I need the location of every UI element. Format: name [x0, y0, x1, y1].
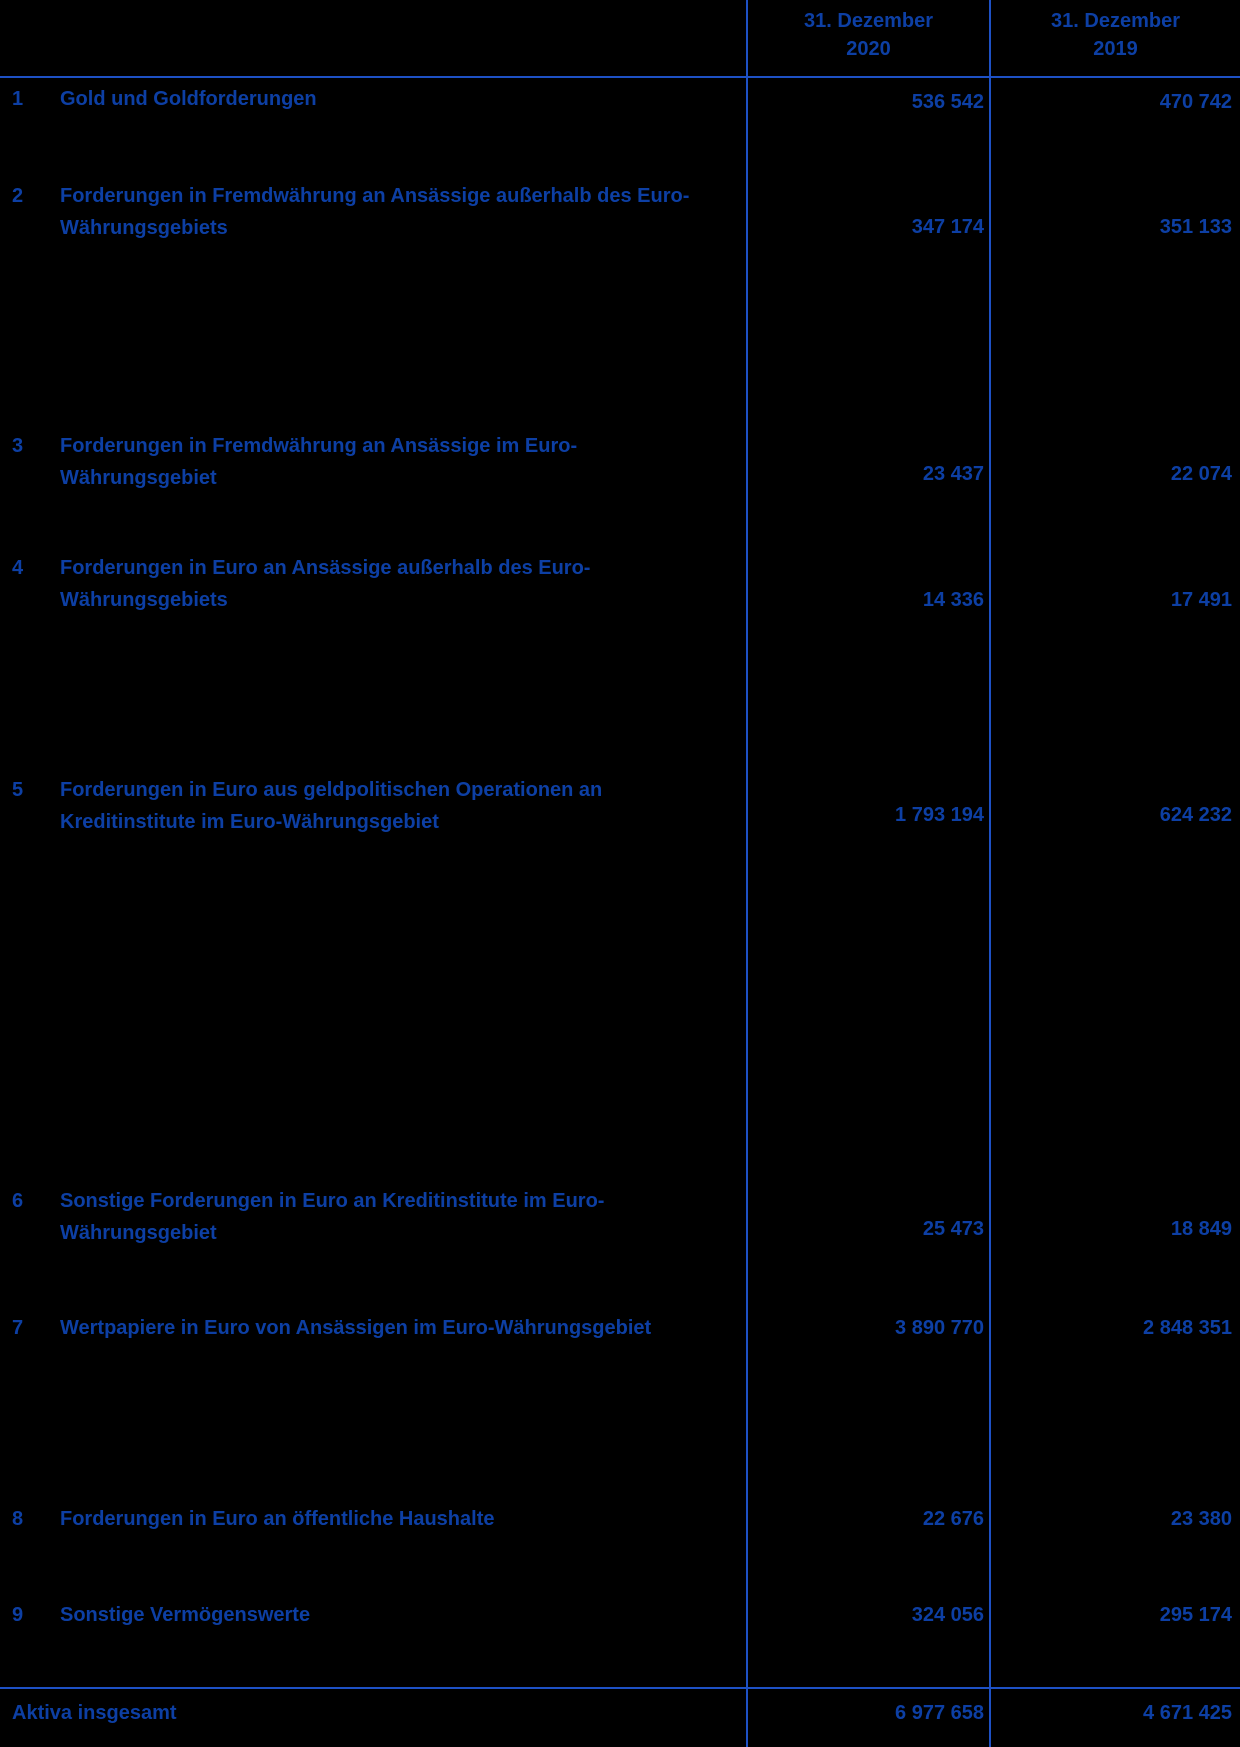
row-number: 9 [12, 1604, 24, 1626]
row-label: Forderungen in Euro an Ansässige außerha… [60, 557, 591, 611]
row-value-2019: 2 848 351 [1143, 1317, 1232, 1339]
row-label: Gold und Goldforderungen [60, 88, 317, 110]
row-number: 2 [12, 185, 24, 207]
row-label: Sonstige Forderungen in Euro an Kreditin… [60, 1190, 605, 1244]
row-value-2019: 17 491 [1170, 589, 1232, 611]
row-value-2019: 18 849 [1170, 1218, 1232, 1240]
row-value-2020: 324 056 [911, 1604, 984, 1626]
row-label: Wertpapiere in Euro von Ansässigen im Eu… [60, 1317, 652, 1339]
row-value-2020: 347 174 [911, 216, 984, 238]
row-value-2020: 536 542 [911, 91, 984, 113]
row-number: 4 [12, 557, 24, 579]
row-value-2020: 1 793 194 [895, 804, 984, 826]
row-label: Forderungen in Fremdwährung an Ansässige… [60, 435, 578, 489]
header-rule [0, 76, 1240, 78]
row-number: 7 [12, 1317, 24, 1339]
row-value-2019: 624 232 [1159, 804, 1232, 826]
column-header-2019: 31. Dezember 2019 [1051, 10, 1180, 60]
row-value-2020: 22 676 [922, 1508, 984, 1530]
column-divider-left [746, 0, 748, 1747]
row-value-2020: 25 473 [922, 1218, 984, 1240]
row-value-2020: 3 890 770 [895, 1317, 984, 1339]
row-number: 1 [12, 88, 24, 110]
total-value-2020: 6 977 658 [895, 1702, 984, 1724]
total-value-2019: 4 671 425 [1143, 1702, 1232, 1724]
row-value-2019: 23 380 [1170, 1508, 1232, 1530]
row-value-2020: 23 437 [922, 463, 984, 485]
row-value-2020: 14 336 [922, 589, 984, 611]
column-divider-right [989, 0, 991, 1747]
row-value-2019: 351 133 [1159, 216, 1232, 238]
total-rule [0, 1687, 1240, 1689]
total-label: Aktiva insgesamt [12, 1702, 177, 1724]
row-label: Forderungen in Euro aus geldpolitischen … [60, 779, 603, 833]
row-value-2019: 295 174 [1159, 1604, 1232, 1626]
row-value-2019: 470 742 [1159, 91, 1232, 113]
row-value-2019: 22 074 [1170, 463, 1232, 485]
row-number: 5 [12, 779, 24, 801]
row-number: 8 [12, 1508, 24, 1530]
column-header-2020: 31. Dezember 2020 [804, 10, 933, 60]
row-label: Forderungen in Fremdwährung an Ansässige… [60, 185, 690, 239]
row-number: 3 [12, 435, 24, 457]
row-label: Sonstige Vermögenswerte [60, 1604, 311, 1626]
row-number: 6 [12, 1190, 24, 1212]
row-label: Forderungen in Euro an öffentliche Haush… [60, 1508, 495, 1530]
